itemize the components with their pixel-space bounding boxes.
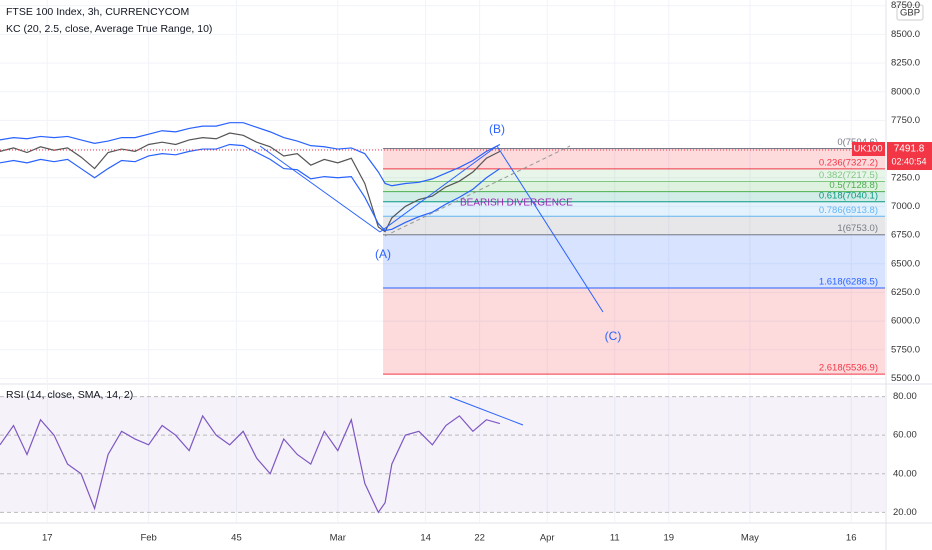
x-tick-label: Feb bbox=[140, 533, 156, 544]
trend-line bbox=[384, 145, 571, 237]
wave-line bbox=[259, 145, 381, 233]
fib-label: 1(6753.0) bbox=[837, 223, 878, 234]
fib-band bbox=[383, 181, 885, 192]
currency: GBP bbox=[900, 8, 920, 19]
series-line bbox=[0, 414, 501, 514]
y-tick-label: 7000.0 bbox=[891, 201, 920, 212]
fib-label: 0.5(7128.8) bbox=[829, 180, 878, 191]
y-tick-label: 80.00 bbox=[893, 391, 917, 402]
y-tick-label: 8750.0 bbox=[891, 0, 920, 11]
x-tick-label: Apr bbox=[540, 533, 555, 544]
fib-label: 0.786(6913.8) bbox=[819, 205, 878, 216]
y-tick-label: 60.00 bbox=[893, 430, 917, 441]
y-tick-label: 6000.0 bbox=[891, 316, 920, 327]
y-tick-label: 6250.0 bbox=[891, 287, 920, 298]
price-tag bbox=[887, 142, 932, 171]
series-line bbox=[0, 143, 501, 232]
fib-label: 0.236(7327.2) bbox=[819, 157, 878, 168]
fib-label: 0.382(7217.5) bbox=[819, 170, 878, 181]
x-tick-label: 11 bbox=[610, 533, 620, 544]
wave-line bbox=[379, 145, 498, 233]
fib-label: 0.618(7040.1) bbox=[819, 190, 878, 201]
y-tick-label: 20.00 bbox=[893, 507, 917, 518]
wave-label: (A) bbox=[375, 247, 391, 261]
y-tick-label: 7750.0 bbox=[891, 115, 920, 126]
y-tick-label: 5750.0 bbox=[891, 344, 920, 355]
x-tick-label: 22 bbox=[474, 533, 485, 544]
y-tick-label: 6750.0 bbox=[891, 230, 920, 241]
fib-label: 1.618(6288.5) bbox=[819, 277, 878, 288]
y-tick-label: 8250.0 bbox=[891, 58, 920, 69]
symbol: UK100 bbox=[853, 144, 882, 155]
y-tick-label: 6500.0 bbox=[891, 258, 920, 269]
fib-band bbox=[383, 216, 885, 235]
x-tick-label: May bbox=[741, 533, 759, 544]
x-tick-label: 16 bbox=[846, 533, 857, 544]
wave-line bbox=[496, 145, 604, 313]
x-tick-label: Mar bbox=[330, 533, 346, 544]
y-tick-label: 8500.0 bbox=[891, 29, 920, 40]
chart-title: FTSE 100 Index, 3h, CURRENCYCOM bbox=[6, 6, 189, 18]
divergence-line bbox=[449, 396, 524, 426]
x-tick-label: 19 bbox=[664, 533, 675, 544]
series-line bbox=[0, 122, 501, 187]
y-tick-label: 40.00 bbox=[893, 468, 917, 479]
rsi-band bbox=[0, 396, 885, 513]
fib-band bbox=[383, 168, 885, 182]
fib-band bbox=[383, 191, 885, 202]
fib-band bbox=[383, 234, 885, 288]
fib-band bbox=[383, 287, 885, 375]
fib-band bbox=[383, 148, 885, 169]
countdown: 02:40:54 bbox=[891, 156, 926, 166]
x-tick-label: 17 bbox=[42, 533, 53, 544]
fib-label: 2.618(5536.9) bbox=[819, 363, 878, 374]
symbol-tag bbox=[852, 142, 885, 157]
currency-box bbox=[896, 4, 924, 21]
indicator-label: KC (20, 2.5, close, Average True Range, … bbox=[6, 23, 212, 35]
y-tick-label: 5500.0 bbox=[891, 373, 920, 384]
annotation: BEARISH DIVERGENCE bbox=[460, 198, 573, 209]
y-tick-label: 7250.0 bbox=[891, 172, 920, 183]
x-tick-label: 14 bbox=[420, 533, 431, 544]
indicator-label: RSI (14, close, SMA, 14, 2) bbox=[6, 389, 133, 401]
fib-band bbox=[383, 201, 885, 217]
last-price: 7491.8 bbox=[894, 144, 925, 155]
series-line bbox=[0, 132, 501, 233]
wave-label: (B) bbox=[489, 122, 505, 136]
wave-label: (C) bbox=[605, 329, 622, 343]
y-tick-label: 8000.0 bbox=[891, 86, 920, 97]
x-tick-label: 45 bbox=[231, 533, 242, 544]
plot-layer: 0(7504.6)0.236(7327.2)0.382(7217.5)0.5(7… bbox=[0, 0, 885, 522]
